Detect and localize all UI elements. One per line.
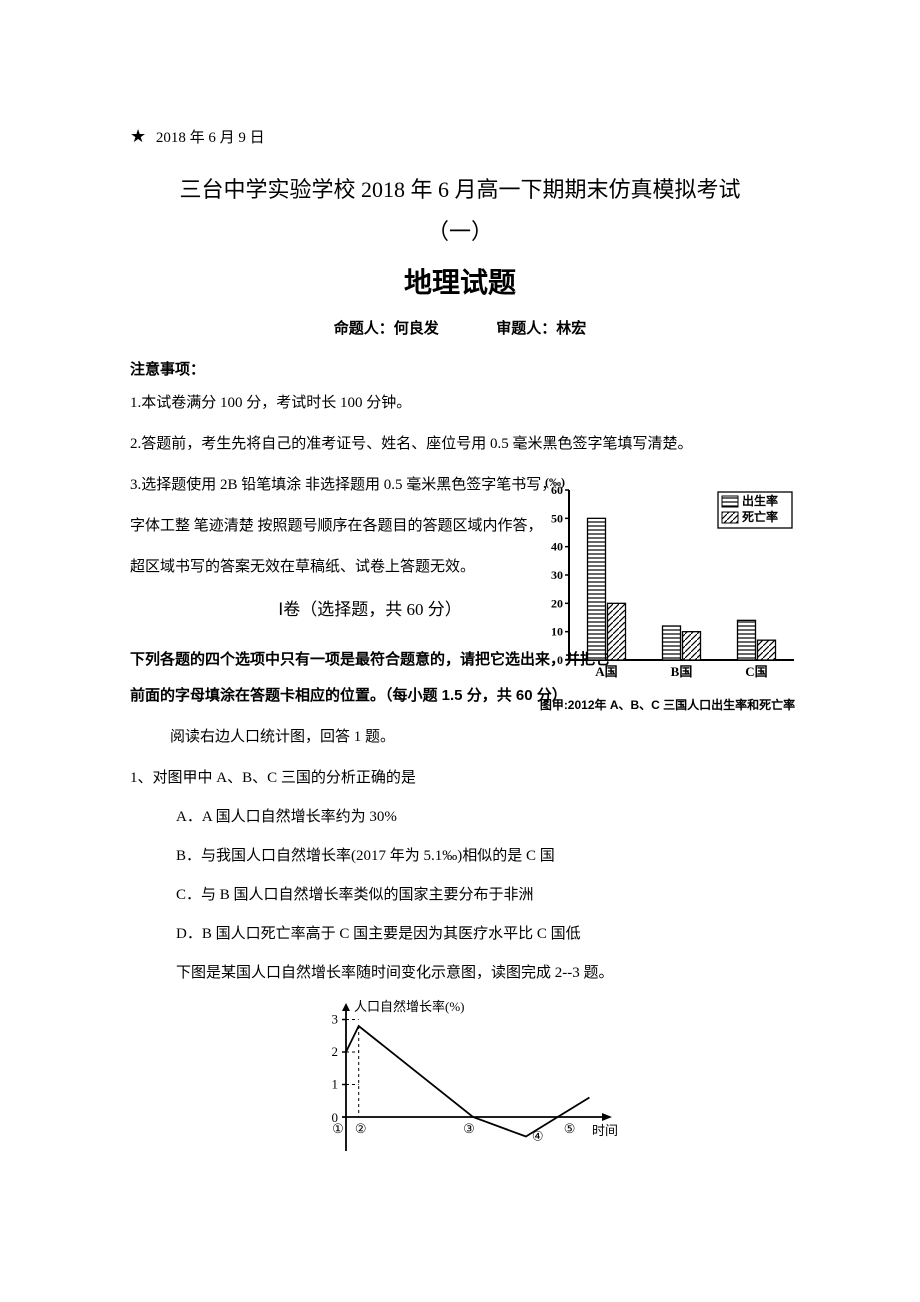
- q1-stem: 1、对图甲中 A、B、C 三国的分析正确的是: [130, 765, 790, 792]
- svg-text:出生率: 出生率: [742, 493, 778, 508]
- notice-item-1: 1.本试卷满分 100 分，考试时长 100 分钟。: [130, 390, 790, 417]
- svg-text:1: 1: [332, 1076, 339, 1091]
- q1-intro: 阅读右边人口统计图，回答 1 题。: [170, 724, 790, 751]
- svg-text:A国: A国: [595, 664, 617, 679]
- authors-line: 命题人：何良发 审题人：林宏: [130, 316, 790, 343]
- composer-label: 命题人：: [334, 321, 394, 337]
- star-icon: ★: [130, 126, 146, 146]
- reviewer-label: 审题人：: [496, 321, 556, 337]
- svg-text:①: ①: [332, 1121, 344, 1136]
- title-paper-number: （一）: [130, 212, 790, 252]
- notice-title: 注意事项：: [130, 357, 790, 384]
- title-school-exam: 三台中学实验学校 2018 年 6 月高一下期期末仿真模拟考试: [130, 170, 790, 210]
- svg-text:时间: 时间: [592, 1123, 618, 1138]
- svg-text:30: 30: [551, 568, 563, 582]
- svg-text:死亡率: 死亡率: [742, 509, 778, 524]
- svg-text:20: 20: [551, 596, 563, 610]
- title-subject: 地理试题: [130, 258, 790, 308]
- svg-text:2: 2: [332, 1044, 339, 1059]
- chart-1-caption: 图甲:2012年 A、B、C 三国人口出生率和死亡率: [535, 695, 800, 717]
- date-text: 2018 年 6 月 9 日: [156, 130, 265, 146]
- q1-option-a: A．A 国人口自然增长率约为 30%: [176, 804, 790, 831]
- svg-text:C国: C国: [745, 664, 767, 679]
- reviewer-name: 林宏: [556, 321, 586, 337]
- q1-option-b: B．与我国人口自然增长率(2017 年为 5.1‰)相似的是 C 国: [176, 843, 790, 870]
- svg-text:③: ③: [463, 1121, 475, 1136]
- chart-1-bar: (‰)0102030405060A国B国C国出生率死亡率: [535, 472, 800, 682]
- composer-name: 何良发: [394, 321, 439, 337]
- q1-option-d: D．B 国人口死亡率高于 C 国主要是因为其医疗水平比 C 国低: [176, 921, 790, 948]
- svg-text:⑤: ⑤: [564, 1121, 576, 1136]
- svg-text:②: ②: [355, 1121, 367, 1136]
- content-with-chart: 3.选择题使用 2B 铅笔填涂 非选择题用 0.5 毫米黑色签字笔书写， 字体工…: [130, 472, 790, 714]
- svg-text:60: 60: [551, 483, 563, 497]
- svg-text:10: 10: [551, 625, 563, 639]
- exam-date: ★ 2018 年 6 月 9 日: [130, 120, 790, 152]
- chart-1-container: (‰)0102030405060A国B国C国出生率死亡率 图甲:2012年 A、…: [535, 472, 800, 716]
- svg-text:④: ④: [532, 1128, 544, 1143]
- chart-2-line: 人口自然增长率(%)时间0123①②③④⑤: [300, 999, 620, 1169]
- chart-2-container: 人口自然增长率(%)时间0123①②③④⑤: [130, 999, 790, 1180]
- svg-text:人口自然增长率(%): 人口自然增长率(%): [354, 999, 465, 1014]
- svg-text:50: 50: [551, 511, 563, 525]
- q1-option-c: C．与 B 国人口自然增长率类似的国家主要分布于非洲: [176, 882, 790, 909]
- svg-text:40: 40: [551, 540, 563, 554]
- svg-text:3: 3: [332, 1011, 339, 1026]
- notice-item-2: 2.答题前，考生先将自己的准考证号、姓名、座位号用 0.5 毫米黑色签字笔填写清…: [130, 431, 790, 458]
- q2-3-intro: 下图是某国人口自然增长率随时间变化示意图，读图完成 2--3 题。: [176, 960, 790, 987]
- svg-text:B国: B国: [671, 664, 693, 679]
- svg-text:0: 0: [557, 653, 563, 667]
